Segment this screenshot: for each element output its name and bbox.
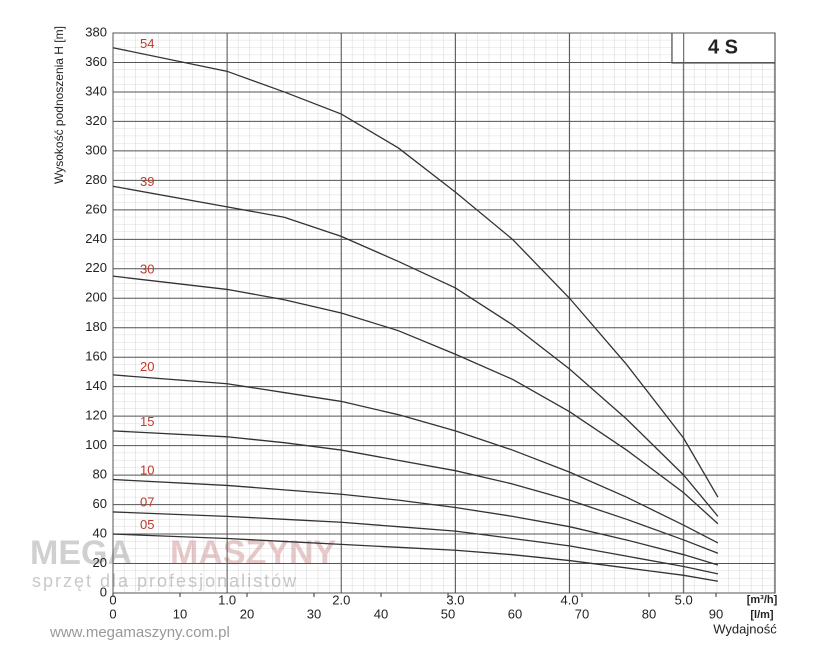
series-label: 15 [140, 414, 154, 429]
plot-area [112, 32, 776, 594]
y-tick-label: 340 [85, 83, 107, 98]
curve [112, 533, 719, 582]
series-label: 20 [140, 359, 154, 374]
x-tick-label: 4.0 [561, 592, 579, 607]
series-label: 39 [140, 174, 154, 189]
y-tick-label: 120 [85, 408, 107, 423]
curve [112, 185, 719, 517]
watermark: MEGA MASZYNY sprzęt dla profesjonalistów [30, 534, 337, 591]
y-tick-label: 0 [100, 584, 107, 599]
x2-tick-label: 0 [109, 606, 116, 621]
curve [112, 275, 719, 525]
y-tick-label: 300 [85, 142, 107, 157]
y-axis-label: Wysokość podnoszenia H [m] [52, 26, 66, 184]
y-tick-label: 260 [85, 201, 107, 216]
x-tick-label: 3.0 [446, 592, 464, 607]
x2-tick-label: 70 [575, 606, 589, 621]
y-tick-label: 160 [85, 349, 107, 364]
x2-tick-label: 90 [709, 606, 723, 621]
x-tick-label: 0 [109, 592, 116, 607]
y-tick-label: 20 [93, 555, 107, 570]
y-tick-label: 180 [85, 319, 107, 334]
x2-tick-label: 30 [307, 606, 321, 621]
series-label: 10 [140, 463, 154, 478]
watermark-tagline: sprzęt dla profesjonalistów [32, 571, 298, 591]
curve [112, 374, 719, 544]
watermark-brand: MEGA [30, 534, 132, 572]
curve [112, 47, 719, 498]
series-label: 54 [140, 36, 154, 51]
watermark-url: www.megamaszyny.com.pl [49, 624, 230, 641]
y-tick-label: 320 [85, 113, 107, 128]
y-tick-label: 240 [85, 231, 107, 246]
y-tick-label: 80 [93, 467, 107, 482]
x2-tick-label: 10 [173, 606, 187, 621]
curve [112, 478, 719, 566]
x2-tick-label: 50 [441, 606, 455, 621]
y-tick-label: 40 [93, 525, 107, 540]
x2-tick-label: 20 [240, 606, 254, 621]
x2-axis-unit: [l/m] [750, 609, 774, 621]
y-tick-label: 280 [85, 172, 107, 187]
y-tick-label: 60 [93, 496, 107, 511]
y-tick-label: 140 [85, 378, 107, 393]
x2-tick-label: 60 [508, 606, 522, 621]
x-axis-unit: [m³/h] [747, 594, 778, 606]
x2-tick-label: 80 [642, 606, 656, 621]
x-tick-label: 5.0 [675, 592, 693, 607]
y-tick-label: 360 [85, 54, 107, 69]
y-tick-label: 200 [85, 290, 107, 305]
y-tick-label: 380 [85, 24, 107, 39]
y-tick-label: 100 [85, 437, 107, 452]
x2-tick-label: 40 [374, 606, 388, 621]
title-box [671, 32, 776, 64]
series-label: 30 [140, 262, 154, 277]
x-axis-title: Wydajność [713, 621, 777, 636]
x-tick-label: 1.0 [218, 592, 236, 607]
series-label: 05 [140, 517, 154, 532]
series-label: 07 [140, 495, 154, 510]
x-tick-label: 2.0 [332, 592, 350, 607]
chart-title: 4 S [708, 36, 738, 58]
curve [112, 430, 719, 554]
curve [112, 511, 719, 575]
y-tick-label: 220 [85, 260, 107, 275]
